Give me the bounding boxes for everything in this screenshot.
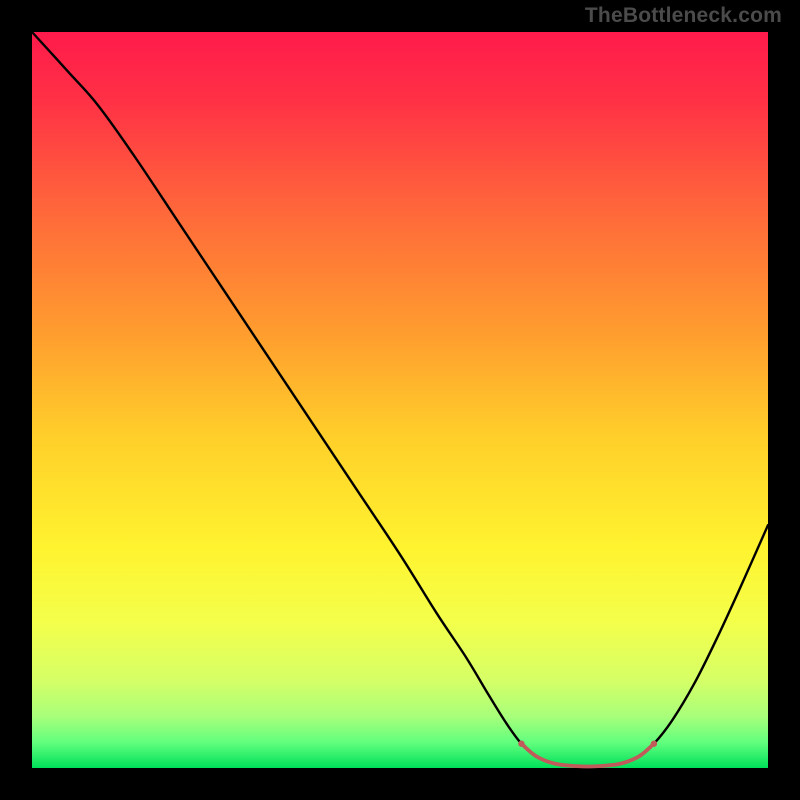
valley-marker-bead bbox=[520, 742, 524, 746]
plot-background bbox=[32, 32, 768, 768]
valley-marker-bead bbox=[652, 742, 656, 746]
valley-marker-bead bbox=[597, 764, 601, 768]
valley-marker-bead bbox=[575, 764, 579, 768]
valley-marker-bead bbox=[534, 754, 538, 758]
valley-marker-bead bbox=[553, 762, 557, 766]
valley-marker-bead bbox=[619, 762, 623, 766]
chart-stage: TheBottleneck.com bbox=[0, 0, 800, 800]
valley-marker-bead bbox=[637, 754, 641, 758]
bottleneck-curve-chart bbox=[0, 0, 800, 800]
watermark-text: TheBottleneck.com bbox=[585, 4, 782, 28]
